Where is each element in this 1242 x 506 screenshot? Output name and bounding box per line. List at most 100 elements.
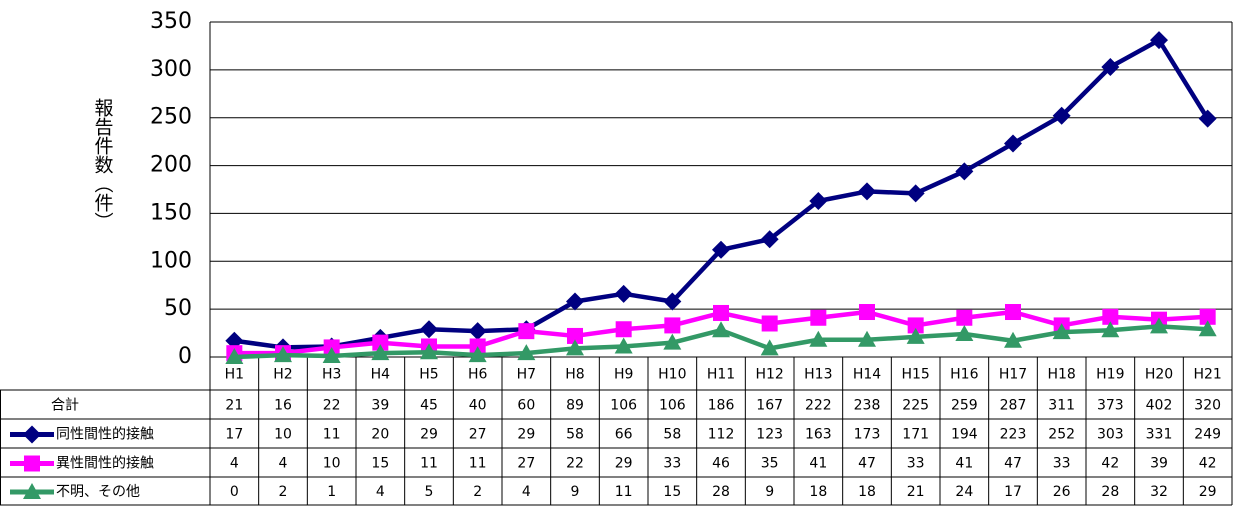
marker — [518, 323, 535, 340]
x-tick-label: H14 — [853, 367, 881, 383]
x-tick-label: H19 — [1096, 367, 1124, 383]
marker — [615, 321, 632, 338]
marker — [664, 317, 681, 334]
table-cell: 373 — [1097, 398, 1124, 414]
marker — [274, 346, 292, 363]
marker — [1198, 109, 1217, 128]
table-row-label: 合計 — [51, 398, 79, 414]
legend-marker — [24, 455, 40, 472]
table-cell: 16 — [274, 398, 292, 414]
table-cell: 33 — [907, 456, 925, 472]
table-cell: 2 — [279, 484, 288, 500]
table-cell: 225 — [902, 398, 929, 414]
table-cell: 9 — [571, 484, 580, 500]
marker — [809, 330, 828, 347]
marker — [371, 344, 390, 361]
y-tick-label: 200 — [150, 153, 192, 178]
table-cell: 33 — [663, 456, 681, 472]
marker — [420, 320, 438, 339]
marker — [1102, 308, 1119, 325]
table-cell: 29 — [517, 427, 535, 443]
table-cell: 186 — [708, 398, 735, 414]
table-cell: 112 — [708, 427, 735, 443]
table-cell: 238 — [854, 398, 881, 414]
x-tick-label: H2 — [273, 367, 292, 383]
marker — [1199, 308, 1216, 325]
table-cell: 4 — [230, 456, 239, 472]
marker — [906, 184, 925, 203]
x-tick-label: H9 — [614, 367, 633, 383]
x-tick-label: H7 — [517, 367, 536, 383]
marker — [1150, 317, 1168, 334]
marker — [567, 327, 583, 344]
table-cell: 27 — [517, 456, 535, 472]
x-tick-label: H17 — [999, 367, 1027, 383]
x-tick-label: H4 — [371, 367, 391, 383]
marker — [810, 309, 827, 326]
table-cell: 167 — [756, 398, 783, 414]
y-tick-label: 150 — [150, 200, 192, 225]
table-cell: 222 — [805, 398, 832, 414]
x-tick-label: H13 — [804, 367, 832, 383]
table-cell: 17 — [1004, 484, 1022, 500]
marker — [907, 317, 924, 334]
table-cell: 32 — [1150, 484, 1168, 500]
table-cell: 252 — [1048, 427, 1075, 443]
marker — [761, 315, 778, 332]
legend-label: 異性間性的接触 — [56, 455, 154, 472]
marker — [713, 304, 729, 321]
table-cell: 11 — [420, 456, 438, 472]
table-cell: 42 — [1101, 456, 1119, 472]
table-cell: 259 — [951, 398, 978, 414]
table-cell: 15 — [371, 456, 389, 472]
table-cell: 28 — [1101, 484, 1119, 500]
table-cell: 18 — [809, 484, 827, 500]
marker — [956, 309, 973, 326]
x-tick-label: H5 — [419, 367, 438, 383]
marker — [420, 343, 438, 360]
marker — [955, 325, 974, 342]
marker — [1198, 320, 1217, 337]
marker — [1101, 321, 1120, 338]
marker — [566, 292, 584, 311]
table-cell: 15 — [663, 484, 681, 500]
table-cell: 41 — [955, 456, 973, 472]
table-cell: 22 — [323, 398, 341, 414]
marker — [468, 322, 487, 341]
marker — [1150, 31, 1168, 50]
table-cell: 29 — [420, 427, 438, 443]
x-tick-label: H1 — [225, 367, 244, 383]
x-tick-label: H3 — [322, 367, 341, 383]
table-cell: 194 — [951, 427, 978, 443]
table-cell: 18 — [858, 484, 876, 500]
table-cell: 9 — [765, 484, 774, 500]
table-cell: 0 — [230, 484, 239, 500]
legend-marker — [23, 483, 41, 499]
x-tick-label: H21 — [1193, 367, 1221, 383]
table-cell: 249 — [1194, 427, 1221, 443]
table-cell: 4 — [279, 456, 288, 472]
marker — [517, 344, 536, 361]
table-cell: 42 — [1199, 456, 1217, 472]
table-cell: 45 — [420, 398, 438, 414]
table-cell: 47 — [1004, 456, 1022, 472]
marker — [372, 334, 389, 351]
table-cell: 5 — [425, 484, 434, 500]
table-cell: 26 — [1053, 484, 1071, 500]
table-cell: 173 — [854, 427, 881, 443]
x-tick-label: H20 — [1145, 367, 1173, 383]
table-cell: 311 — [1048, 398, 1075, 414]
marker — [614, 284, 633, 303]
series-line — [234, 37, 1210, 350]
y-axis-label: 報告件数（件） — [92, 98, 114, 231]
marker — [1052, 323, 1071, 340]
y-tick-label: 350 — [150, 9, 192, 34]
x-tick-label: H8 — [565, 367, 584, 383]
marker — [760, 230, 779, 249]
y-tick-label: 300 — [150, 57, 192, 82]
marker — [614, 337, 633, 354]
table-cell: 21 — [225, 398, 243, 414]
table-cell: 11 — [323, 427, 341, 443]
table-cell: 35 — [761, 456, 779, 472]
table-cell: 40 — [469, 398, 487, 414]
